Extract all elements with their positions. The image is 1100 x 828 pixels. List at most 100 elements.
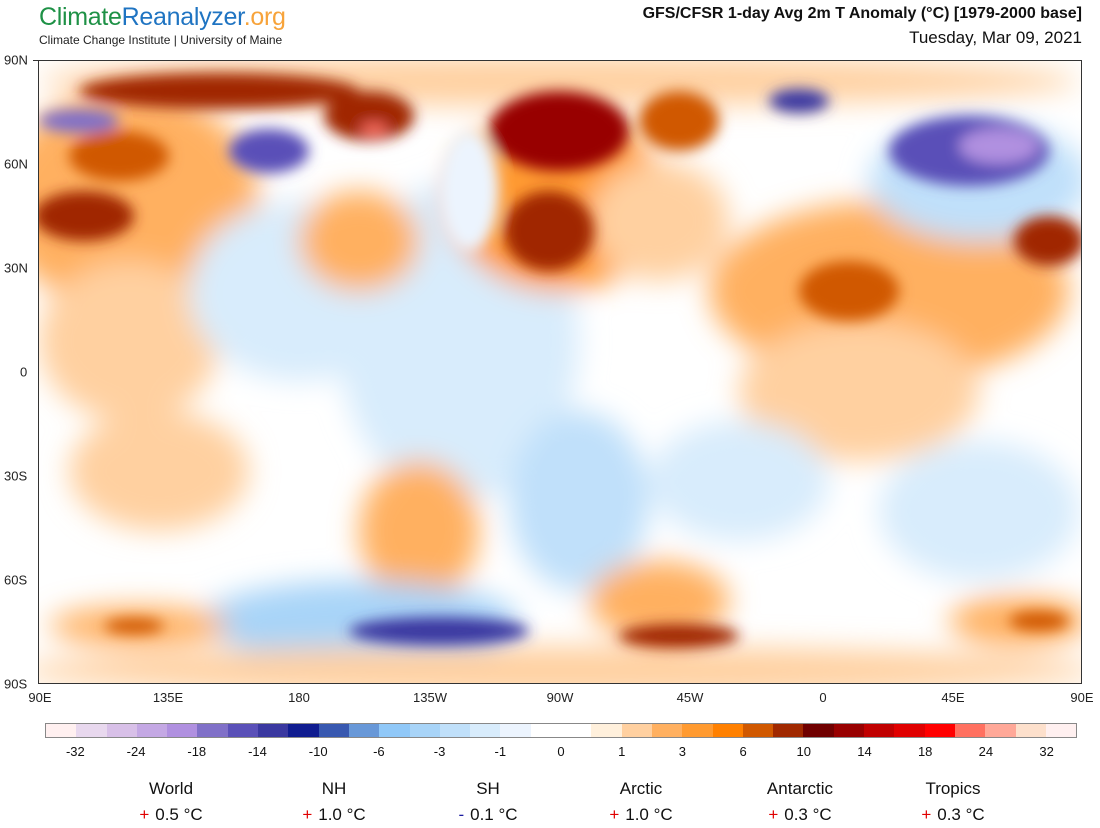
color-scale-swatch xyxy=(136,724,168,737)
color-scale-swatch xyxy=(288,724,319,737)
color-scale-labels: -32 -24 -18 -14 -10 -6 -3 -1 0 1 3 6 10 14 18 24 32 xyxy=(45,744,1077,759)
lon-label: 45W xyxy=(676,690,704,705)
color-scale-swatch xyxy=(954,724,986,737)
color-scale-label: -18 xyxy=(187,744,207,759)
color-scale-swatch xyxy=(46,724,77,737)
anomaly-sign: + xyxy=(139,805,150,824)
color-scale-label: -6 xyxy=(373,744,385,759)
anomaly-field xyxy=(39,61,1081,683)
color-scale-swatch xyxy=(712,724,743,737)
color-scale-swatch xyxy=(894,724,925,737)
color-scale-label: -24 xyxy=(126,744,146,759)
lon-label: 90E xyxy=(28,690,52,705)
region-value: +0.5 °C xyxy=(91,805,251,825)
color-scale-swatch xyxy=(985,724,1016,737)
lat-label: 90S xyxy=(4,676,28,692)
strong-anomaly-regions xyxy=(39,73,1081,648)
color-scale-label: -32 xyxy=(65,744,85,759)
map-date: Tuesday, Mar 09, 2021 xyxy=(909,28,1082,47)
logo-text-org: .org xyxy=(243,3,286,31)
logo-text-climate: Climate xyxy=(39,3,122,31)
color-scale-label: 1 xyxy=(618,744,626,759)
color-scale-swatch xyxy=(318,724,349,737)
color-scale-swatch xyxy=(864,724,895,737)
temperature-anomaly-map xyxy=(38,60,1082,684)
anomaly-sign: + xyxy=(302,805,313,824)
lat-label: 0 xyxy=(20,364,28,380)
anomaly-value: 0.1 °C xyxy=(470,805,518,824)
lat-label: 60S xyxy=(4,572,28,588)
color-scale-label: 24 xyxy=(978,744,994,759)
anomaly-value: 1.0 °C xyxy=(318,805,366,824)
color-scale-swatch xyxy=(439,724,471,737)
color-scale-label: 10 xyxy=(796,744,812,759)
logo-text-reanalyzer: Reanalyzer xyxy=(121,3,244,31)
region-value: +0.3 °C xyxy=(720,805,880,825)
color-scale-label: -14 xyxy=(248,744,267,759)
color-scale-swatch xyxy=(1045,724,1077,737)
region-name: SH xyxy=(476,779,500,798)
color-scale-swatch xyxy=(651,724,683,737)
region-stat-tropics: Tropics +0.3 °C xyxy=(873,779,1033,825)
lon-label: 45E xyxy=(941,690,965,705)
color-scale-swatch xyxy=(591,724,622,737)
color-scale-label: 18 xyxy=(917,744,933,759)
color-scale-swatch xyxy=(258,724,289,737)
color-scale-label: 0 xyxy=(557,744,565,759)
anomaly-sign: - xyxy=(458,805,465,824)
color-scale-label: -10 xyxy=(308,744,328,759)
color-scale-swatch xyxy=(379,724,410,737)
color-scale-label: 3 xyxy=(678,744,686,759)
map-title: GFS/CFSR 1-day Avg 2m T Anomaly (°C) [19… xyxy=(642,5,1082,22)
region-name: Tropics xyxy=(925,779,981,798)
color-scale-label: -3 xyxy=(433,744,446,759)
lon-label: 90W xyxy=(546,690,574,705)
lon-label: 180 xyxy=(288,690,310,705)
anomaly-value: 0.3 °C xyxy=(784,805,832,824)
lat-label: 60N xyxy=(4,156,28,172)
region-stat-nh: NH +1.0 °C xyxy=(254,779,414,825)
color-scale-swatch xyxy=(924,724,955,737)
lat-tick xyxy=(33,60,38,61)
anomaly-sign: + xyxy=(768,805,779,824)
color-scale-swatch xyxy=(197,724,228,737)
lon-label: 90E xyxy=(1070,690,1094,705)
color-scale-swatch xyxy=(803,724,834,737)
color-scale-swatch xyxy=(167,724,198,737)
lon-label: 0 xyxy=(819,690,827,705)
broad-anomaly-regions xyxy=(39,61,1081,683)
anomaly-sign: + xyxy=(609,805,620,824)
color-scale-swatch xyxy=(348,724,380,737)
institute-caption: Climate Change Institute | University of… xyxy=(39,33,283,47)
region-name: NH xyxy=(321,779,347,798)
color-scale-swatch xyxy=(470,724,501,737)
color-scale-swatch xyxy=(742,724,774,737)
region-name: Antarctic xyxy=(766,779,834,798)
region-value: +1.0 °C xyxy=(561,805,721,825)
color-scale-label: 14 xyxy=(857,744,872,759)
color-scale-swatch xyxy=(500,724,531,737)
region-name: Arctic xyxy=(619,779,663,798)
color-scale-swatch xyxy=(682,724,713,737)
region-stat-arctic: Arctic +1.0 °C xyxy=(561,779,721,825)
lat-label: 90N xyxy=(4,52,28,68)
lat-label: 30N xyxy=(4,260,28,276)
region-value: +1.0 °C xyxy=(254,805,414,825)
lon-label: 135W xyxy=(413,690,447,705)
color-scale-swatch xyxy=(227,724,259,737)
region-stat-world: World +0.5 °C xyxy=(91,779,251,825)
color-scale-swatch xyxy=(773,724,804,737)
anomaly-value: 0.5 °C xyxy=(155,805,203,824)
climate-reanalyzer-logo[interactable]: ClimateReanalyzer.org xyxy=(39,3,286,32)
region-name: World xyxy=(148,779,194,798)
color-scale-swatch xyxy=(106,724,137,737)
region-stat-sh: SH -0.1 °C xyxy=(408,779,568,825)
color-scale-label: 32 xyxy=(1039,744,1054,759)
anomaly-value: 0.3 °C xyxy=(937,805,985,824)
color-scale-swatch xyxy=(1015,724,1046,737)
region-value: -0.1 °C xyxy=(408,805,568,825)
lon-label: 135E xyxy=(152,690,184,705)
color-scale-swatch xyxy=(833,724,865,737)
anomaly-value: 1.0 °C xyxy=(625,805,673,824)
